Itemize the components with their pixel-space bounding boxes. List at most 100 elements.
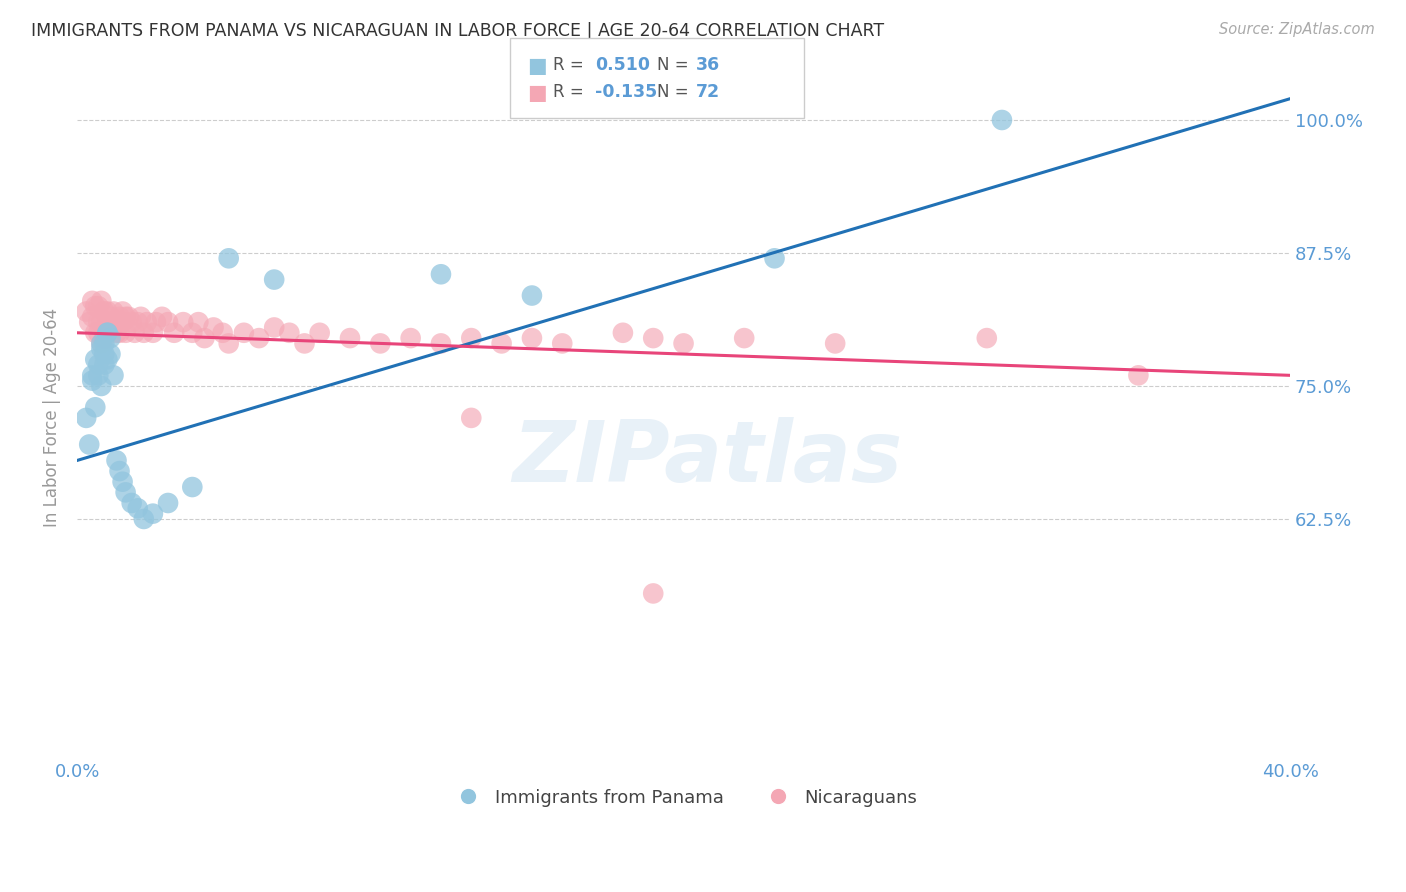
Point <box>87 368 110 383</box>
Point <box>96 326 118 340</box>
Point <box>132 512 155 526</box>
Text: 0.510: 0.510 <box>595 56 650 74</box>
Point <box>84 326 107 340</box>
Point <box>157 315 180 329</box>
Point <box>82 368 104 383</box>
Point <box>105 315 128 329</box>
Point <box>132 326 155 340</box>
Point <box>103 304 125 318</box>
Point <box>100 315 122 329</box>
Point <box>430 336 453 351</box>
Point <box>90 336 112 351</box>
Point <box>187 315 209 329</box>
Point <box>733 331 755 345</box>
Point <box>77 437 100 451</box>
Point <box>87 299 110 313</box>
Point <box>108 464 131 478</box>
Point <box>82 374 104 388</box>
Point <box>90 293 112 308</box>
Point <box>82 293 104 308</box>
Point <box>114 310 136 324</box>
Point <box>96 326 118 340</box>
Text: IMMIGRANTS FROM PANAMA VS NICARAGUAN IN LABOR FORCE | AGE 20-64 CORRELATION CHAR: IMMIGRANTS FROM PANAMA VS NICARAGUAN IN … <box>31 22 884 40</box>
Point <box>142 326 165 340</box>
Point <box>114 485 136 500</box>
Point <box>96 352 118 367</box>
Point <box>90 315 112 329</box>
Point <box>127 501 149 516</box>
Point <box>460 331 482 345</box>
Point <box>75 304 97 318</box>
Point <box>108 326 131 340</box>
Point <box>84 299 107 313</box>
Point <box>142 507 165 521</box>
Point <box>430 267 453 281</box>
Point <box>763 252 786 266</box>
Point <box>90 336 112 351</box>
Text: 72: 72 <box>696 83 720 101</box>
Text: 36: 36 <box>696 56 720 74</box>
Point <box>117 310 139 324</box>
Point <box>82 310 104 324</box>
Point <box>90 342 112 356</box>
Text: ■: ■ <box>527 83 547 103</box>
Point <box>218 252 240 266</box>
Point <box>111 315 134 329</box>
Point <box>460 410 482 425</box>
Text: N =: N = <box>657 56 688 74</box>
Point <box>100 331 122 345</box>
Point <box>93 336 115 351</box>
Point <box>145 315 167 329</box>
Point <box>202 320 225 334</box>
Point <box>218 336 240 351</box>
Text: -0.135: -0.135 <box>595 83 657 101</box>
Point <box>672 336 695 351</box>
Point <box>114 326 136 340</box>
Point <box>263 272 285 286</box>
Point <box>93 331 115 345</box>
Point <box>93 347 115 361</box>
Point <box>124 326 146 340</box>
Point <box>87 326 110 340</box>
Point <box>612 326 634 340</box>
Y-axis label: In Labor Force | Age 20-64: In Labor Force | Age 20-64 <box>44 309 60 527</box>
Point <box>278 326 301 340</box>
Point <box>103 368 125 383</box>
Point <box>551 336 574 351</box>
Text: R =: R = <box>553 56 583 74</box>
Point <box>339 331 361 345</box>
Legend: Immigrants from Panama, Nicaraguans: Immigrants from Panama, Nicaraguans <box>443 781 925 814</box>
Point <box>520 331 543 345</box>
Point <box>399 331 422 345</box>
Point <box>108 310 131 324</box>
Point <box>93 326 115 340</box>
Point <box>211 326 233 340</box>
Point <box>520 288 543 302</box>
Point <box>121 315 143 329</box>
Text: R =: R = <box>553 83 583 101</box>
Point <box>308 326 330 340</box>
Point <box>96 304 118 318</box>
Point <box>87 358 110 372</box>
Point <box>105 326 128 340</box>
Text: ZIPatlas: ZIPatlas <box>513 417 903 500</box>
Point <box>96 326 118 340</box>
Point <box>129 310 152 324</box>
Point <box>294 336 316 351</box>
Point <box>491 336 513 351</box>
Text: Source: ZipAtlas.com: Source: ZipAtlas.com <box>1219 22 1375 37</box>
Text: ■: ■ <box>527 56 547 76</box>
Point <box>111 475 134 489</box>
Point <box>991 113 1014 128</box>
Point <box>232 326 254 340</box>
Point <box>157 496 180 510</box>
Point <box>77 315 100 329</box>
Text: N =: N = <box>657 83 688 101</box>
Point <box>370 336 392 351</box>
Point <box>100 310 122 324</box>
Point <box>181 480 204 494</box>
Point <box>247 331 270 345</box>
Point <box>135 315 157 329</box>
Point <box>103 320 125 334</box>
Point <box>1128 368 1150 383</box>
